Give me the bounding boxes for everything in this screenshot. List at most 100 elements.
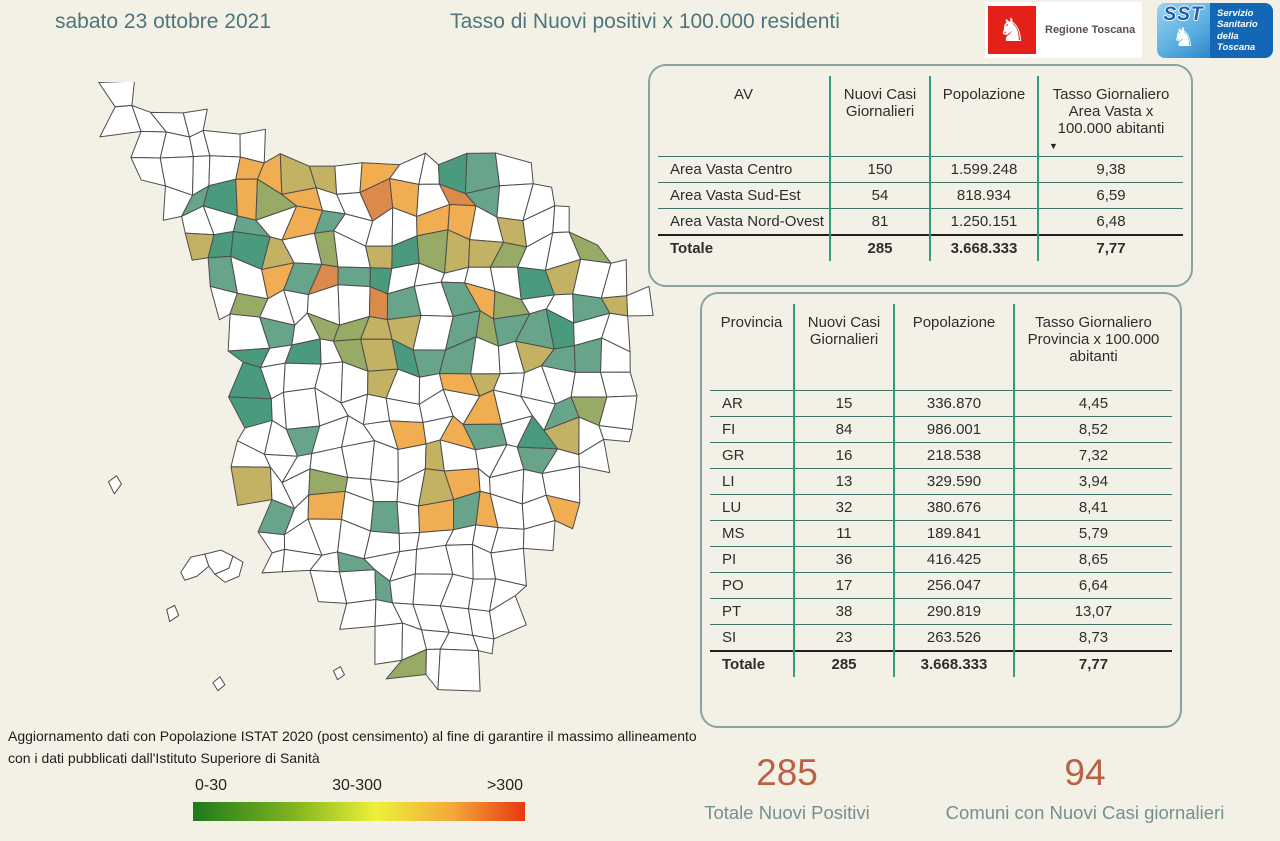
table-cell: 818.934 — [929, 181, 1038, 208]
total-cases: 285 — [829, 233, 930, 261]
table-cell: 17 — [793, 571, 894, 598]
regione-toscana-logo: ♞ Regione Toscana — [985, 2, 1142, 58]
table-cell: LI — [710, 467, 794, 494]
municipality-cell[interactable] — [552, 205, 570, 234]
table-total-row: Totale 285 3.668.333 7,77 — [710, 649, 1172, 677]
island-cell[interactable] — [180, 553, 210, 581]
municipality-cell[interactable] — [235, 178, 258, 221]
table-cell: Area Vasta Sud-Est — [658, 181, 830, 208]
municipality-cell[interactable] — [396, 501, 421, 535]
sst-logo: SST ♞ Servizio Sanitario della Toscana — [1157, 3, 1273, 58]
municipality-cell[interactable] — [362, 393, 391, 426]
municipality-cell[interactable] — [337, 266, 371, 288]
table-cell: 290.819 — [893, 597, 1014, 624]
column-header-av[interactable]: AV — [658, 76, 830, 156]
table-row[interactable]: GR 16 218.538 7,32 — [710, 441, 1172, 468]
column-header-popolazione[interactable]: Popolazione — [929, 76, 1038, 156]
municipality-cell[interactable] — [365, 245, 393, 270]
table-cell: 16 — [793, 441, 894, 468]
sst-abbreviation: SST — [1163, 4, 1204, 25]
table-row[interactable]: PI 36 416.425 8,65 — [710, 545, 1172, 572]
municipality-cell[interactable] — [334, 162, 363, 195]
table-row[interactable]: Area Vasta Nord-Ovest 81 1.250.151 6,48 — [658, 207, 1183, 235]
municipality-cell[interactable] — [522, 519, 556, 552]
table-cell: 13,07 — [1013, 597, 1172, 624]
legend-label-mid: 30-300 — [332, 777, 382, 794]
island-cell[interactable] — [332, 666, 345, 681]
page-title: Tasso di Nuovi positivi x 100.000 reside… — [450, 10, 840, 33]
table-cell: PO — [710, 571, 794, 598]
area-vasta-table: AV Nuovi Casi Giornalieri Popolazione Ta… — [658, 76, 1183, 261]
table-cell: SI — [710, 623, 794, 651]
municipality-cell[interactable] — [626, 285, 654, 317]
municipality-cell[interactable] — [261, 548, 286, 574]
municipality-cell[interactable] — [489, 595, 527, 640]
table-row[interactable]: AR 15 336.870 4,45 — [710, 389, 1172, 416]
table-row[interactable]: PO 17 256.047 6,64 — [710, 571, 1172, 598]
municipality-cell[interactable] — [370, 478, 399, 503]
municipality-cell[interactable] — [494, 152, 534, 187]
table-row[interactable]: PT 38 290.819 13,07 — [710, 597, 1172, 624]
column-header-popolazione[interactable]: Popolazione — [893, 304, 1014, 390]
tuscany-choropleth-map[interactable] — [28, 82, 666, 740]
table-cell: 263.526 — [893, 623, 1014, 651]
municipality-cell[interactable] — [257, 531, 286, 554]
municipality-cell[interactable] — [578, 438, 611, 474]
sst-emblem: SST ♞ — [1157, 3, 1210, 58]
table-row[interactable]: Area Vasta Centro 150 1.599.248 9,38 — [658, 155, 1183, 182]
table-cell: 7,32 — [1013, 441, 1172, 468]
municipality-cell[interactable] — [307, 490, 346, 520]
table-cell: 416.425 — [893, 545, 1014, 572]
total-label: Totale — [710, 649, 794, 677]
municipality-cell[interactable] — [370, 501, 400, 535]
column-header-label: Popolazione — [942, 86, 1026, 103]
sort-descending-icon[interactable]: ▼ — [1049, 140, 1058, 151]
municipality-cell[interactable] — [202, 129, 241, 158]
municipality-cell[interactable] — [339, 599, 377, 630]
island-cell[interactable] — [212, 676, 226, 692]
table-cell: LU — [710, 493, 794, 520]
table-row[interactable]: MS 11 189.841 5,79 — [710, 519, 1172, 546]
provincia-table: Provincia Nuovi Casi Giornalieri Popolaz… — [710, 304, 1172, 677]
municipality-cell[interactable] — [374, 622, 404, 665]
table-cell: 1.599.248 — [929, 155, 1038, 182]
kpi-value: 285 — [756, 752, 818, 793]
table-cell: PT — [710, 597, 794, 624]
municipality-cell[interactable] — [230, 466, 273, 506]
table-row[interactable]: LI 13 329.590 3,94 — [710, 467, 1172, 494]
table-row[interactable]: SI 23 263.526 8,73 — [710, 623, 1172, 651]
municipality-cell[interactable] — [130, 156, 166, 187]
island-cell[interactable] — [107, 475, 122, 495]
table-cell: 6,48 — [1037, 207, 1183, 235]
column-header-provincia[interactable]: Provincia — [710, 304, 794, 390]
column-header-tasso[interactable]: Tasso Giornaliero Area Vasta x 100.000 a… — [1037, 76, 1183, 156]
table-cell: GR — [710, 441, 794, 468]
island-cell[interactable] — [166, 604, 180, 622]
municipality-cell[interactable] — [283, 387, 321, 430]
municipality-cell[interactable] — [600, 371, 638, 398]
municipality-cell[interactable] — [545, 494, 581, 530]
municipality-cell[interactable] — [472, 634, 495, 655]
table-row[interactable]: LU 32 380.676 8,41 — [710, 493, 1172, 520]
municipality-cell[interactable] — [437, 648, 481, 692]
island-cell[interactable] — [214, 555, 244, 583]
table-row[interactable]: FI 84 986.001 8,52 — [710, 415, 1172, 442]
municipality-cell[interactable] — [598, 425, 633, 443]
column-header-nuovi-casi[interactable]: Nuovi Casi Giornalieri — [793, 304, 894, 390]
table-cell: 3,94 — [1013, 467, 1172, 494]
column-header-label: Nuovi Casi Giornalieri — [807, 314, 881, 348]
table-row[interactable]: Area Vasta Sud-Est 54 818.934 6,59 — [658, 181, 1183, 208]
regione-toscana-label: Regione Toscana — [1045, 24, 1136, 36]
municipality-cell[interactable] — [341, 440, 376, 480]
table-header-row: Provincia Nuovi Casi Giornalieri Popolaz… — [710, 304, 1172, 390]
column-header-nuovi-casi[interactable]: Nuovi Casi Giornalieri — [829, 76, 930, 156]
table-cell: 6,59 — [1037, 181, 1183, 208]
kpi-label: Totale Nuovi Positivi — [704, 802, 870, 823]
table-cell: 986.001 — [893, 415, 1014, 442]
table-cell: 256.047 — [893, 571, 1014, 598]
legend-gradient-bar — [193, 802, 525, 821]
column-header-tasso[interactable]: Tasso Giornaliero Provincia x 100.000 ab… — [1013, 304, 1172, 390]
municipality-cell[interactable] — [98, 82, 135, 108]
sst-label: Servizio Sanitario della Toscana — [1210, 3, 1273, 58]
table-cell: 150 — [829, 155, 930, 182]
